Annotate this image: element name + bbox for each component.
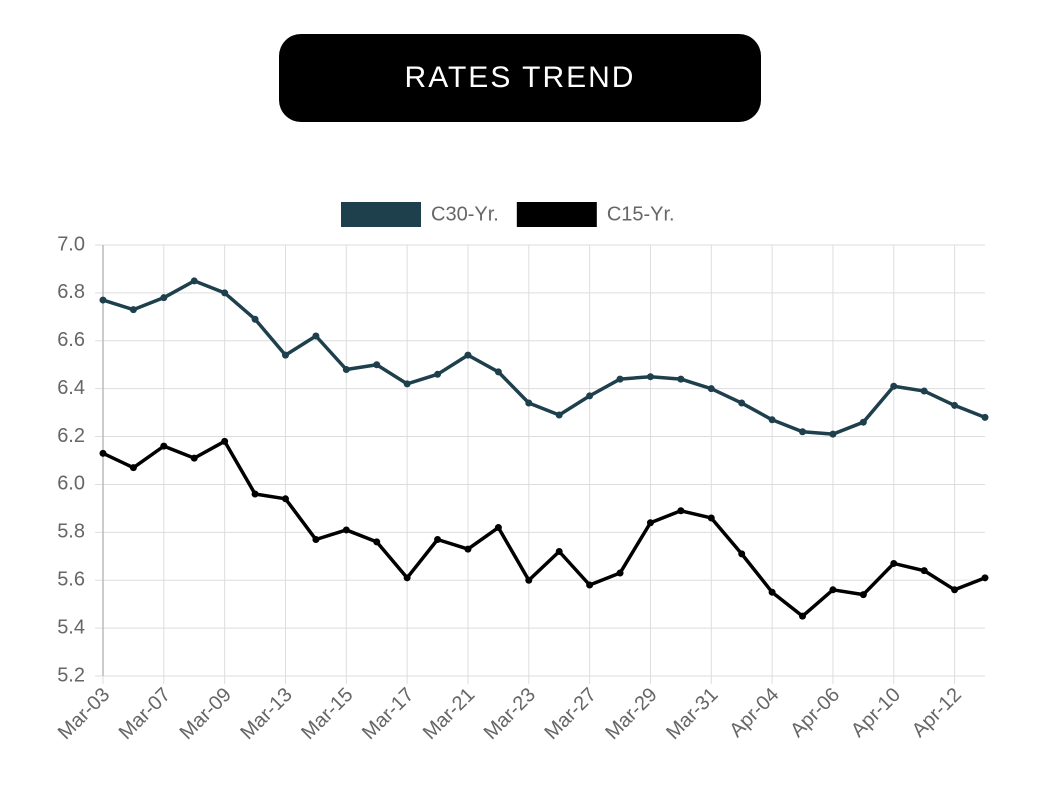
- point: [738, 550, 746, 558]
- x-tick-label: Mar-29: [601, 684, 661, 744]
- point: [312, 536, 320, 544]
- point: [281, 495, 289, 503]
- point: [555, 547, 563, 555]
- point: [190, 277, 198, 285]
- point: [494, 524, 502, 532]
- point: [768, 416, 776, 424]
- point: [403, 574, 411, 582]
- title-box: [279, 34, 761, 122]
- y-tick-label: 6.4: [57, 377, 85, 399]
- point: [920, 387, 928, 395]
- point: [981, 574, 989, 582]
- series-line: [102, 439, 986, 618]
- y-tick-label: 6.8: [57, 281, 85, 303]
- y-tick-label: 5.8: [57, 521, 85, 543]
- point: [890, 382, 898, 390]
- point: [99, 296, 107, 304]
- point: [951, 586, 959, 594]
- point: [890, 559, 898, 567]
- x-tick-label: Mar-09: [176, 684, 236, 744]
- point: [768, 588, 776, 596]
- point: [129, 306, 137, 314]
- point: [799, 428, 807, 436]
- point: [373, 361, 381, 369]
- point: [677, 507, 685, 515]
- point: [494, 368, 502, 376]
- point: [342, 526, 350, 534]
- x-tick-label: Mar-13: [236, 684, 296, 744]
- point: [616, 375, 624, 383]
- chart-title: RATES TREND: [405, 61, 636, 94]
- point: [920, 567, 928, 575]
- point: [403, 380, 411, 388]
- x-tick-label: Mar-15: [297, 684, 357, 744]
- y-tick-label: 6.2: [57, 425, 85, 447]
- point: [707, 514, 715, 522]
- point: [799, 612, 807, 620]
- x-tick-label: Mar-17: [358, 684, 418, 744]
- x-tick-label: Apr-06: [786, 684, 844, 742]
- point: [434, 370, 442, 378]
- point: [646, 373, 654, 381]
- x-tick-label: Mar-07: [115, 684, 175, 744]
- x-tick-label: Mar-21: [419, 684, 479, 744]
- point: [221, 437, 229, 445]
- point: [160, 442, 168, 450]
- point: [160, 294, 168, 302]
- x-tick-label: Apr-04: [725, 684, 783, 742]
- point: [129, 464, 137, 472]
- x-tick-label: Mar-03: [54, 684, 114, 744]
- point: [829, 430, 837, 438]
- y-tick-label: 6.0: [57, 473, 85, 495]
- series-line: [102, 279, 986, 436]
- x-tick-label: Mar-27: [541, 684, 601, 744]
- y-tick-label: 5.2: [57, 664, 85, 686]
- y-tick-label: 5.6: [57, 569, 85, 591]
- point: [251, 315, 259, 323]
- point: [951, 401, 959, 409]
- point: [312, 332, 320, 340]
- point: [373, 538, 381, 546]
- point: [281, 351, 289, 359]
- point: [251, 490, 259, 498]
- y-tick-label: 6.6: [57, 329, 85, 351]
- point: [859, 591, 867, 599]
- legend-label: C15-Yr.: [607, 203, 675, 225]
- y-tick-label: 7.0: [57, 233, 85, 255]
- point: [738, 399, 746, 407]
- point: [981, 413, 989, 421]
- point: [342, 366, 350, 374]
- x-tick-label: Mar-23: [480, 684, 540, 744]
- point: [434, 536, 442, 544]
- point: [859, 418, 867, 426]
- point: [586, 581, 594, 589]
- point: [190, 454, 198, 462]
- point: [646, 519, 654, 527]
- point: [464, 545, 472, 553]
- y-tick-label: 5.4: [57, 616, 85, 638]
- legend-swatch: [341, 202, 421, 227]
- point: [221, 289, 229, 297]
- point: [464, 351, 472, 359]
- point: [707, 385, 715, 393]
- x-tick-label: Apr-10: [847, 684, 905, 742]
- legend-swatch: [516, 202, 597, 227]
- point: [525, 576, 533, 584]
- point: [829, 586, 837, 594]
- point: [555, 411, 563, 419]
- x-tick-label: Mar-31: [662, 684, 722, 744]
- point: [525, 399, 533, 407]
- x-tick-label: Apr-12: [908, 684, 966, 742]
- point: [677, 375, 685, 383]
- point: [616, 569, 624, 577]
- point: [586, 392, 594, 400]
- legend-label: C30-Yr.: [431, 203, 499, 225]
- point: [99, 449, 107, 457]
